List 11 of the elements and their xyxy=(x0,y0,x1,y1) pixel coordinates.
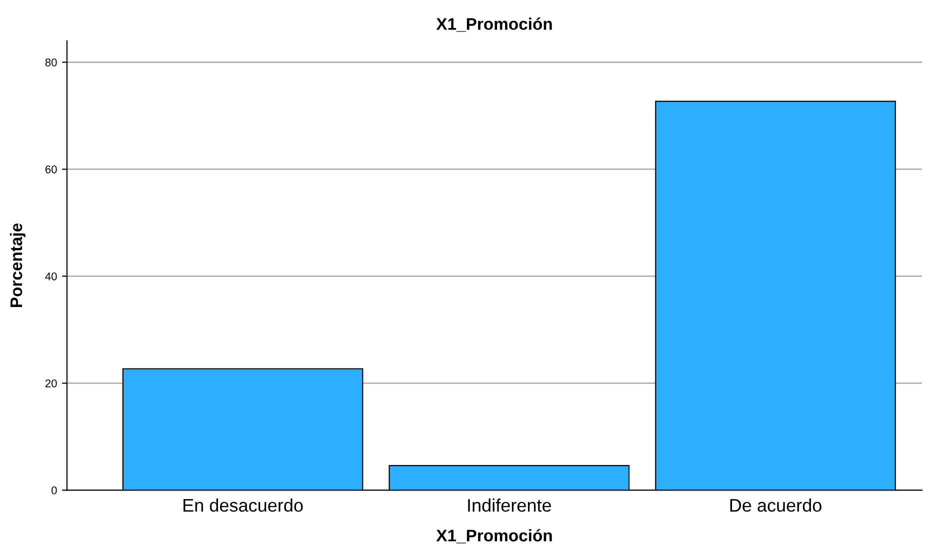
x-tick-label: Indiferente xyxy=(468,498,552,512)
chart-title: X1_Promoción xyxy=(436,18,552,32)
y-axis-title: Porcentaje xyxy=(10,223,26,308)
y-tick-label: 0 xyxy=(52,486,57,494)
y-tick-label: 20 xyxy=(45,379,57,388)
y-tick-label: 40 xyxy=(45,272,57,280)
x-axis-title: X1_Promoción xyxy=(436,529,552,544)
x-tick-label: En desacuerdo xyxy=(184,498,303,512)
y-tick-label: 60 xyxy=(45,165,57,174)
y-tick-label: 80 xyxy=(45,58,57,66)
x-tick-label: De acuerdo xyxy=(730,498,822,512)
